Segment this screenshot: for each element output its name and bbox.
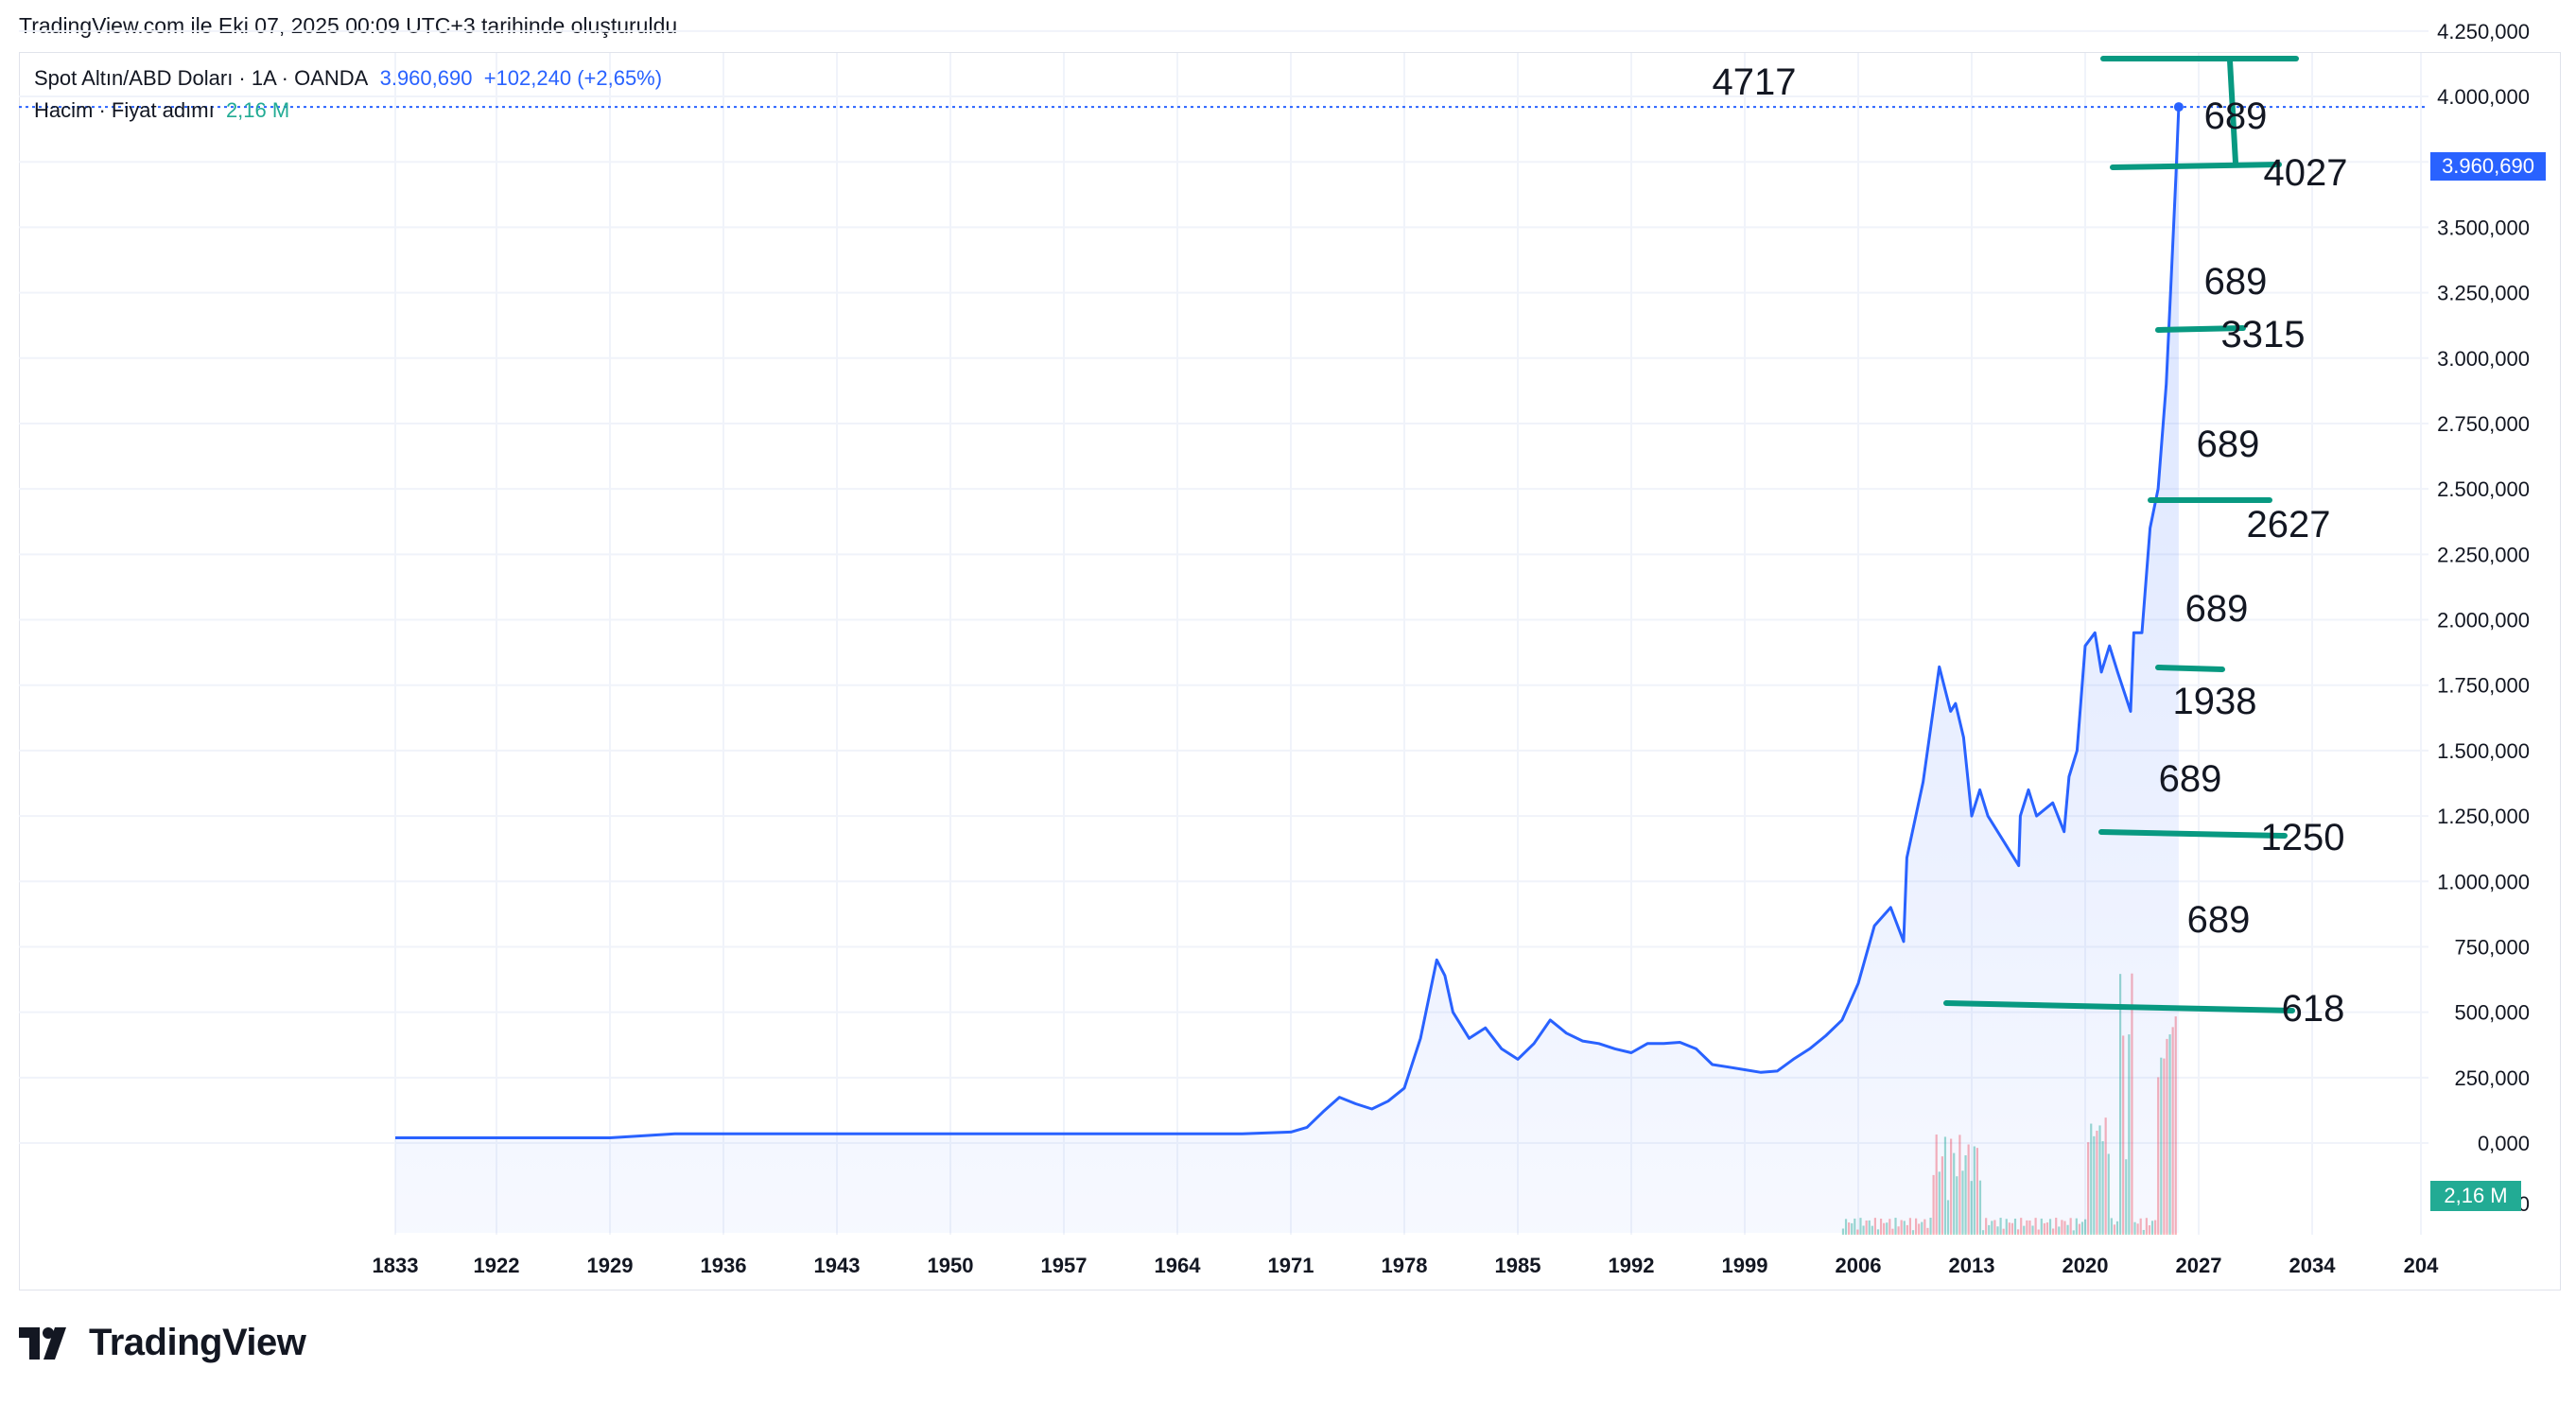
x-tick-label: 1992 <box>1609 1254 1655 1277</box>
y-tick-label: 4.000,000 <box>2437 85 2530 109</box>
x-tick-label: 1978 <box>1382 1254 1428 1277</box>
x-tick-label: 1964 <box>1155 1254 1202 1277</box>
annotation-layer: 4717 4027 3315 2627 1938 1250 618 689 689 689 689 6… <box>1713 56 2348 1030</box>
volume-value: 2,16 M <box>225 98 290 122</box>
y-tick-label: 1.750,000 <box>2437 674 2530 698</box>
last-price-tag: 3.960,690 <box>2430 152 2546 181</box>
level-line <box>2098 829 2288 839</box>
tradingview-logo-icon <box>19 1326 66 1360</box>
x-tick-label: 1936 <box>701 1254 747 1277</box>
last-price: 3.960,690 <box>379 66 473 90</box>
y-tick-label: 2.000,000 <box>2437 609 2530 632</box>
x-tick-label: 1833 <box>373 1254 419 1277</box>
level-label: 3315 <box>2221 314 2306 355</box>
x-tick-label: 1957 <box>1041 1254 1088 1277</box>
x-tick-label: 2034 <box>2289 1254 2337 1277</box>
y-tick-label: 2.750,000 <box>2437 412 2530 436</box>
level-label: 4027 <box>2264 152 2348 194</box>
x-tick-label: 1950 <box>928 1254 974 1277</box>
level-label: 4717 <box>1713 61 1797 103</box>
x-tick-label: 204 <box>2404 1254 2439 1277</box>
y-tick-label: 750,000 <box>2454 935 2530 959</box>
y-tick-label: 1.000,000 <box>2437 870 2530 893</box>
y-tick-label: 0,000 <box>2478 1132 2530 1155</box>
level-line <box>2155 325 2246 333</box>
x-tick-label: 1999 <box>1722 1254 1768 1277</box>
export-caption: TradingView.com ile Eki 07, 2025 00:09 U… <box>19 13 678 38</box>
volume-label[interactable]: Hacim · Fiyat adımı <box>34 98 215 122</box>
range-line <box>2227 58 2238 165</box>
x-tick-label: 1922 <box>474 1254 520 1277</box>
y-axis: 4.250,0004.000,0003.750,0003.500,0003.25… <box>2437 20 2530 1216</box>
step-label: 689 <box>2197 424 2260 465</box>
brand-name: TradingView <box>89 1322 306 1363</box>
price-area <box>19 102 2428 1234</box>
level-label: 1938 <box>2173 681 2257 722</box>
x-tick-label: 2006 <box>1836 1254 1882 1277</box>
x-tick-label: 1985 <box>1495 1254 1541 1277</box>
y-tick-label: 3.000,000 <box>2437 347 2530 371</box>
y-tick-label: 2.250,000 <box>2437 543 2530 566</box>
y-tick-label: 1.250,000 <box>2437 805 2530 828</box>
level-line <box>1943 1000 2295 1013</box>
step-label: 689 <box>2159 758 2222 800</box>
y-tick-label: 3.250,000 <box>2437 282 2530 305</box>
x-tick-label: 1929 <box>587 1254 634 1277</box>
volume-tag: 2,16 M <box>2430 1181 2521 1211</box>
x-tick-label: 2027 <box>2176 1254 2222 1277</box>
y-tick-label: 500,000 <box>2454 1001 2530 1025</box>
level-line <box>2110 162 2282 170</box>
tradingview-logo[interactable]: TradingView <box>19 1322 306 1364</box>
step-label: 689 <box>2187 899 2251 941</box>
symbol-name[interactable]: Spot Altın/ABD Doları · 1A · OANDA <box>34 66 369 90</box>
x-tick-label: 1943 <box>814 1254 861 1277</box>
x-tick-label: 2020 <box>2063 1254 2109 1277</box>
x-axis: 1833 1922 1929 1936 1943 1950 1957 1964 1971 1978… <box>373 1254 2440 1277</box>
chart-frame <box>19 52 2561 1290</box>
price-line <box>395 107 2181 1139</box>
y-tick-label: 4.250,000 <box>2437 20 2530 43</box>
level-label: 2627 <box>2247 504 2331 546</box>
price-change: +102,240 (+2,65%) <box>483 66 663 90</box>
level-line <box>2155 665 2225 672</box>
y-tick-label: 1.500,000 <box>2437 739 2530 763</box>
level-label: 618 <box>2282 988 2345 1030</box>
symbol-legend[interactable]: Spot Altın/ABD Doları · 1A · OANDA 3.960… <box>34 66 662 91</box>
step-label: 689 <box>2204 95 2268 137</box>
y-tick-label: 3.500,000 <box>2437 216 2530 239</box>
level-label: 1250 <box>2261 817 2345 858</box>
y-tick-label: 2.500,000 <box>2437 477 2530 501</box>
price-area-fill <box>395 107 2179 1234</box>
step-label: 689 <box>2204 261 2268 303</box>
x-tick-label: 1971 <box>1268 1254 1314 1277</box>
step-label: 689 <box>2185 588 2249 630</box>
x-tick-label: 2013 <box>1949 1254 1995 1277</box>
volume-legend[interactable]: Hacim · Fiyat adımı 2,16 M <box>34 98 289 123</box>
y-tick-label: 250,000 <box>2454 1066 2530 1090</box>
